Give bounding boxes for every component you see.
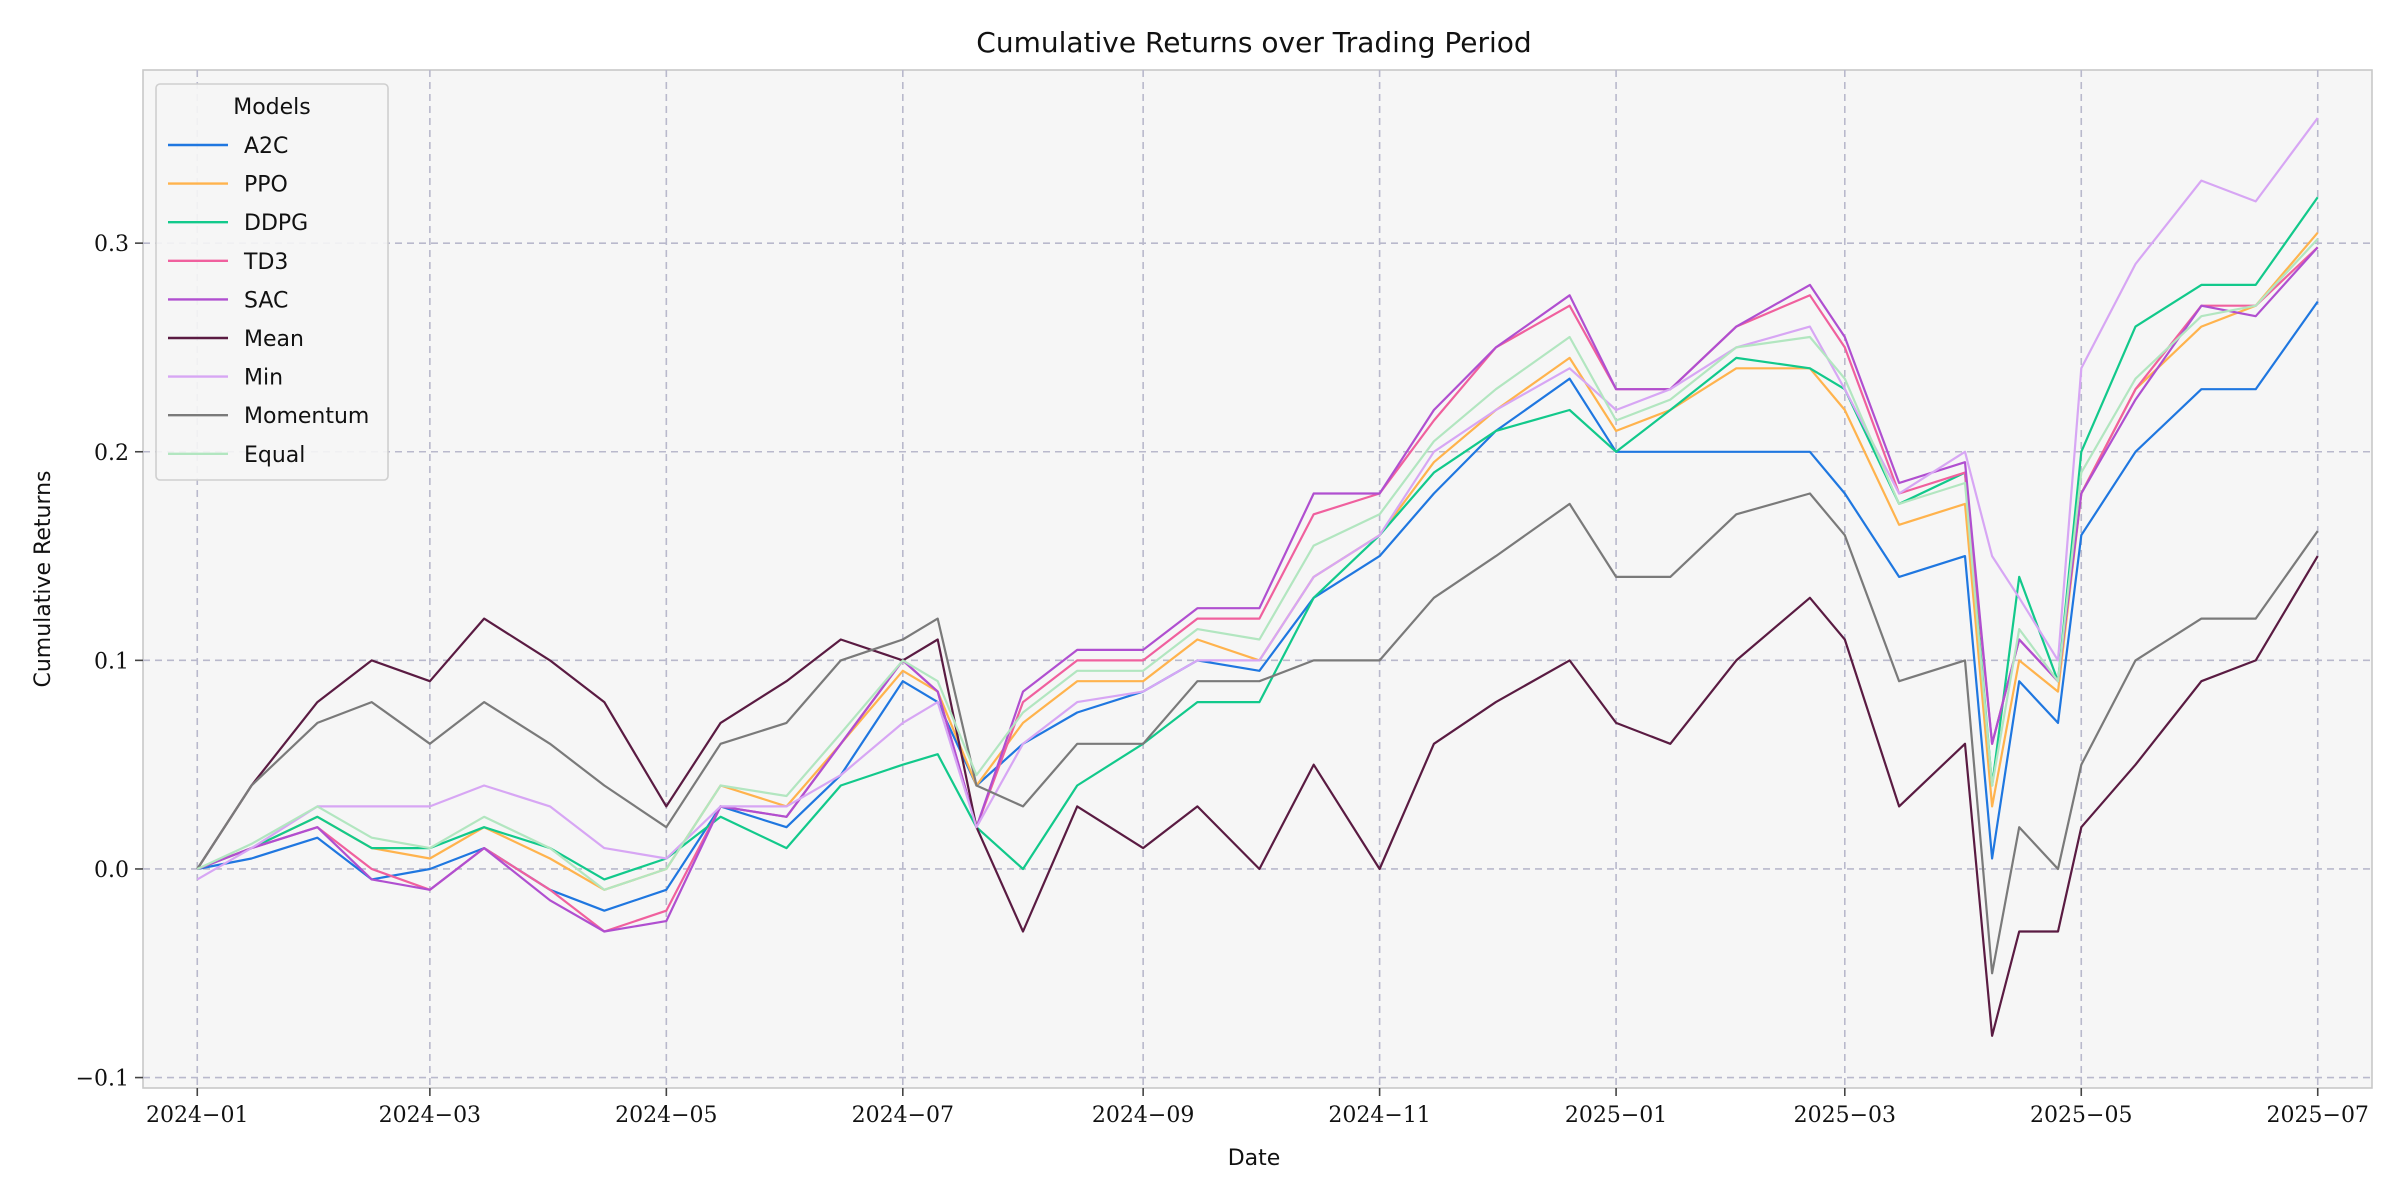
- y-tick-label: 0.1: [94, 649, 129, 674]
- y-axis-label: Cumulative Returns: [31, 470, 56, 687]
- x-tick-label: 2024−09: [1092, 1103, 1194, 1128]
- x-tick-label: 2024−01: [146, 1103, 248, 1128]
- y-axis-ticks: −0.1 0.0 0.1 0.2 0.3: [76, 232, 143, 1092]
- legend-items: A2C PPO DDPG TD3 SAC Mean Min Momentum Equal: [168, 134, 369, 468]
- x-axis-label: Date: [1228, 1146, 1281, 1171]
- x-axis-ticks: 2024−01 2024−03 2024−05 2024−07 2024−09 2024−…: [146, 1088, 2369, 1128]
- series-line-sac: [196, 246, 2319, 933]
- legend-item-equal: Equal: [168, 443, 305, 468]
- legend-label: TD3: [243, 250, 288, 275]
- legend-item-sac: SAC: [168, 288, 288, 313]
- legend-item-a2c: A2C: [168, 134, 288, 159]
- series-line-min: [196, 117, 2319, 881]
- y-tick-label: 0.3: [94, 232, 129, 257]
- x-tick-label: 2025−07: [2267, 1103, 2369, 1128]
- y-tick-label: 0.0: [94, 858, 129, 883]
- legend-item-mean: Mean: [168, 327, 304, 352]
- legend-label: Min: [244, 366, 283, 391]
- legend-item-min: Min: [168, 366, 283, 391]
- series-lines: [196, 117, 2319, 1037]
- legend-label: DDPG: [244, 211, 308, 236]
- y-tick-label: −0.1: [76, 1067, 129, 1092]
- legend-item-td3: TD3: [168, 250, 288, 275]
- legend-label: PPO: [244, 173, 288, 198]
- x-tick-label: 2025−03: [1794, 1103, 1896, 1128]
- x-tick-label: 2024−05: [615, 1103, 717, 1128]
- x-tick-label: 2025−05: [2030, 1103, 2132, 1128]
- x-tick-label: 2024−03: [379, 1103, 481, 1128]
- series-line-momentum: [196, 492, 2319, 975]
- legend-label: Momentum: [244, 404, 369, 429]
- legend-label: Mean: [244, 327, 304, 352]
- series-line-ddpg: [196, 196, 2319, 881]
- legend-item-momentum: Momentum: [168, 404, 369, 429]
- series-line-mean: [196, 555, 2319, 1037]
- legend-title: Models: [233, 95, 311, 120]
- legend-item-ddpg: DDPG: [168, 211, 308, 236]
- legend-item-ppo: PPO: [168, 173, 288, 198]
- legend-label: Equal: [244, 443, 305, 468]
- x-tick-label: 2024−07: [852, 1103, 954, 1128]
- legend-label: A2C: [244, 134, 288, 159]
- x-tick-label: 2024−11: [1328, 1103, 1430, 1128]
- legend-label: SAC: [244, 288, 288, 313]
- series-line-equal: [196, 238, 2319, 891]
- plot-area: [142, 69, 2373, 1089]
- legend: Models A2C PPO DDPG TD3 SAC Mean Min Momentum Eq…: [155, 83, 389, 481]
- y-tick-label: 0.2: [94, 441, 129, 466]
- chart-title: Cumulative Returns over Trading Period: [976, 26, 1531, 59]
- series-line-a2c: [197, 300, 2319, 912]
- x-tick-label: 2025−01: [1565, 1103, 1667, 1128]
